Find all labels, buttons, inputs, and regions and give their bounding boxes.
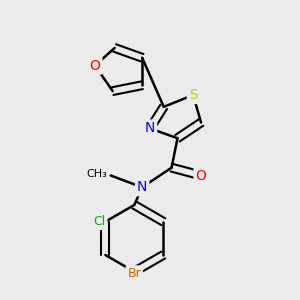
Text: N: N (145, 122, 155, 135)
Text: Cl: Cl (93, 215, 106, 228)
Text: S: S (189, 88, 198, 102)
Text: N: N (137, 180, 147, 194)
Text: O: O (196, 169, 206, 182)
Text: O: O (90, 58, 101, 73)
Text: Br: Br (128, 267, 141, 280)
Text: CH₃: CH₃ (87, 169, 108, 178)
